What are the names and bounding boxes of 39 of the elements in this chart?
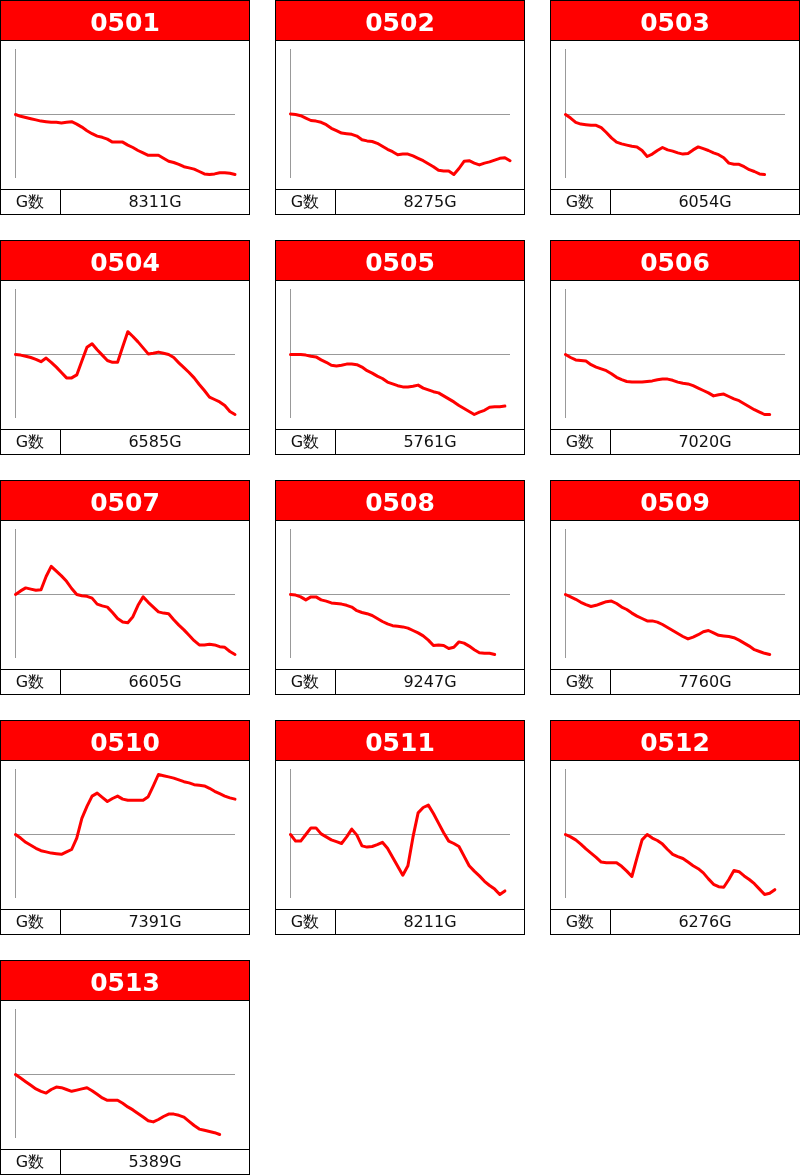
text: G数 — [15, 912, 45, 931]
text: G数 — [565, 912, 595, 931]
chart-title: 0508 — [365, 488, 435, 517]
chart-title: 0513 — [90, 968, 160, 997]
text: G数 — [15, 192, 45, 211]
chart-title: 0507 — [90, 488, 160, 517]
text: 7391G — [128, 912, 182, 931]
text: 8275G — [403, 192, 457, 211]
chart-title: 0501 — [90, 8, 160, 37]
text: 6585G — [128, 432, 182, 451]
text: G数 — [565, 672, 595, 691]
text: G数 — [290, 672, 320, 691]
text: 6276G — [678, 912, 732, 931]
text: 8211G — [403, 912, 457, 931]
text: 9247G — [403, 672, 457, 691]
text: G数 — [15, 432, 45, 451]
text: G数 — [565, 192, 595, 211]
chart-title: 0506 — [640, 248, 710, 277]
text: 8311G — [128, 192, 182, 211]
text: 6605G — [128, 672, 182, 691]
chart-title: 0503 — [640, 8, 710, 37]
chart-title: 0505 — [365, 248, 435, 277]
text: 7760G — [678, 672, 732, 691]
text: 5761G — [403, 432, 457, 451]
chart-title: 0510 — [90, 728, 160, 757]
text: G数 — [565, 432, 595, 451]
chart-title: 0509 — [640, 488, 710, 517]
text: G数 — [290, 192, 320, 211]
text: G数 — [290, 912, 320, 931]
chart-title: 0511 — [365, 728, 435, 757]
chart-title: 0512 — [640, 728, 710, 757]
chart-title: 0504 — [90, 248, 160, 277]
text: G数 — [15, 672, 45, 691]
text: G数 — [15, 1152, 45, 1171]
text: G数 — [290, 432, 320, 451]
text: 5389G — [128, 1152, 182, 1171]
chart-title: 0502 — [365, 8, 435, 37]
text: 6054G — [678, 192, 732, 211]
text: 7020G — [678, 432, 732, 451]
